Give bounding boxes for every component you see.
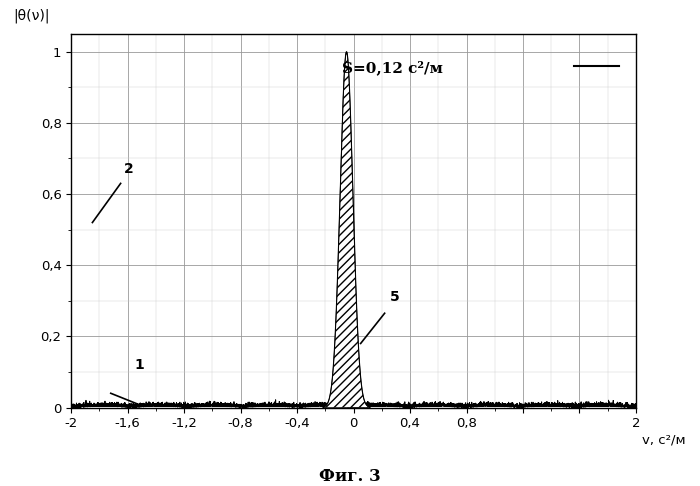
Text: S=0,12 c²/м: S=0,12 c²/м — [342, 60, 443, 75]
Text: v, c²/м: v, c²/м — [642, 434, 685, 447]
Text: 1: 1 — [135, 358, 144, 372]
Text: 5: 5 — [391, 290, 400, 304]
Text: 2: 2 — [123, 162, 133, 176]
Y-axis label: |θ(ν)|: |θ(ν)| — [13, 8, 50, 23]
Text: Фиг. 3: Фиг. 3 — [319, 468, 381, 485]
